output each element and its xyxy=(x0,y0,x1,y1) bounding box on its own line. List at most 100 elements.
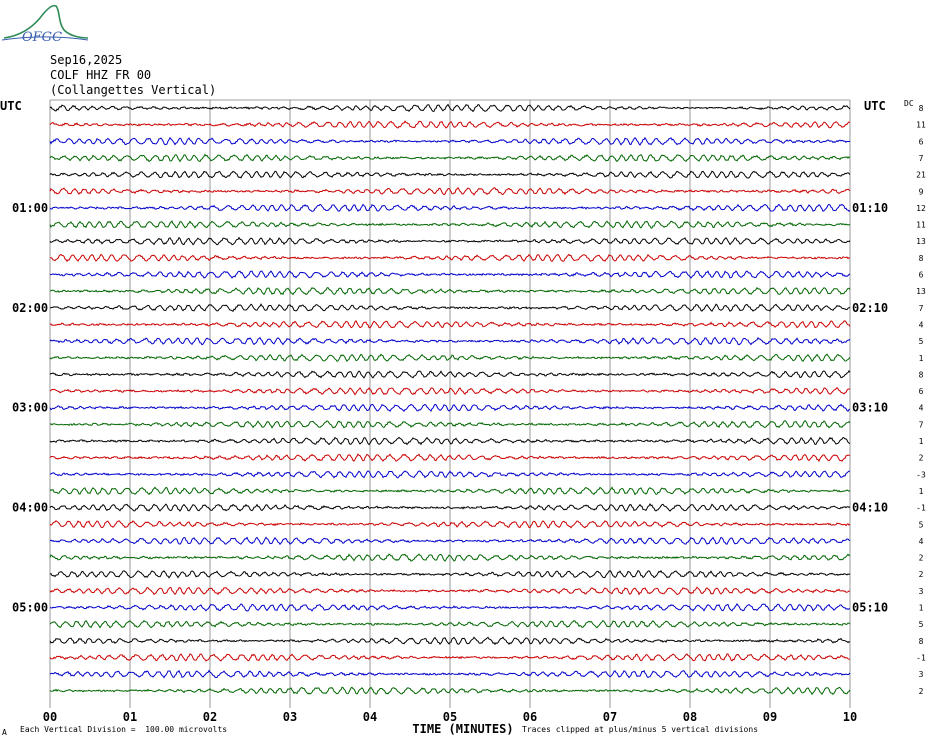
trace-31 xyxy=(49,602,851,612)
x-tick-08: 08 xyxy=(683,710,697,724)
trace-11 xyxy=(49,270,851,279)
trace-29 xyxy=(49,570,851,579)
x-tick-09: 09 xyxy=(763,710,777,724)
dc-offset-15: 5 xyxy=(919,337,924,346)
dc-offset-13: 7 xyxy=(919,304,924,313)
date-label: Sep16,2025 xyxy=(50,53,123,67)
ofgc-logo: OFGC xyxy=(1,4,89,45)
dc-offset-30: 3 xyxy=(919,587,924,596)
dc-offset-16: 1 xyxy=(919,354,924,363)
trace-13 xyxy=(49,303,851,312)
dc-offset-17: 8 xyxy=(919,370,924,379)
dc-offset-7: 12 xyxy=(916,204,926,213)
trace-5 xyxy=(49,170,851,179)
scale-note: Each Vertical Division = 100.00 microvol… xyxy=(20,725,228,734)
left-hour-label: 01:00 xyxy=(12,201,48,215)
dc-offset-11: 6 xyxy=(919,271,924,280)
footer-mark: A xyxy=(2,728,7,737)
axis-labels: 00 01 02 03 04 05 06 07 08 09 10811672191211138613… xyxy=(0,99,926,736)
trace-34 xyxy=(49,653,851,662)
dc-offset-2: 11 xyxy=(916,121,926,130)
x-axis-label: TIME (MINUTES) xyxy=(412,722,513,736)
seismic-traces xyxy=(49,103,851,696)
dc-offset-34: -1 xyxy=(916,653,926,662)
dc-offset-12: 13 xyxy=(916,287,926,296)
dc-offset-6: 9 xyxy=(919,187,924,196)
x-tick-06: 06 xyxy=(523,710,537,724)
trace-4 xyxy=(49,153,851,163)
x-tick-04: 04 xyxy=(363,710,377,724)
trace-33 xyxy=(49,636,851,646)
dc-offset-36: 2 xyxy=(919,687,924,696)
right-hour-label: 04:10 xyxy=(852,501,888,515)
trace-14 xyxy=(49,320,851,329)
trace-17 xyxy=(49,370,851,379)
trace-19 xyxy=(49,403,851,412)
right-timezone: UTC xyxy=(864,99,886,113)
trace-8 xyxy=(49,219,851,229)
trace-15 xyxy=(49,336,851,346)
location-label: (Collangettes Vertical) xyxy=(50,83,217,97)
dc-offset-10: 8 xyxy=(919,254,924,263)
x-tick-00: 00 xyxy=(43,710,57,724)
dc-offset-20: 7 xyxy=(919,420,924,429)
left-hour-label: 02:00 xyxy=(12,301,48,315)
dc-offset-1: 8 xyxy=(919,104,924,113)
dc-offset-5: 21 xyxy=(916,171,926,180)
logo-text: OFGC xyxy=(22,30,62,45)
x-tick-05: 05 xyxy=(443,710,457,724)
trace-25 xyxy=(49,503,851,512)
trace-10 xyxy=(49,253,851,263)
right-hour-label: 02:10 xyxy=(852,301,888,315)
x-tick-02: 02 xyxy=(203,710,217,724)
trace-9 xyxy=(49,236,851,246)
trace-7 xyxy=(49,203,851,213)
left-hour-label: 03:00 xyxy=(12,401,48,415)
left-timezone: UTC xyxy=(0,99,22,113)
right-hour-label: 05:10 xyxy=(852,601,888,615)
trace-30 xyxy=(49,586,851,596)
trace-18 xyxy=(49,386,851,396)
trace-21 xyxy=(49,436,851,446)
trace-2 xyxy=(49,120,851,129)
trace-23 xyxy=(49,470,851,479)
dc-offset-14: 4 xyxy=(919,320,924,329)
dc-offset-8: 11 xyxy=(916,221,926,230)
trace-28 xyxy=(49,553,851,562)
x-tick-01: 01 xyxy=(123,710,137,724)
dc-offset-3: 6 xyxy=(919,137,924,146)
left-hour-label: 05:00 xyxy=(12,601,48,615)
dc-offset-23: -3 xyxy=(916,470,926,479)
trace-16 xyxy=(49,353,851,363)
dc-offset-33: 8 xyxy=(919,637,924,646)
trace-26 xyxy=(49,520,851,529)
dc-offset-29: 2 xyxy=(919,570,924,579)
station-label: COLF HHZ FR 00 xyxy=(50,68,152,82)
dc-offset-19: 4 xyxy=(919,404,924,413)
dc-offset-31: 1 xyxy=(919,604,924,613)
trace-12 xyxy=(49,286,851,296)
dc-offset-18: 6 xyxy=(919,387,924,396)
x-tick-10: 10 xyxy=(843,710,857,724)
dc-header: DC xyxy=(904,99,914,108)
trace-1 xyxy=(49,103,851,113)
right-hour-label: 03:10 xyxy=(852,401,888,415)
trace-6 xyxy=(49,187,851,196)
trace-32 xyxy=(49,619,851,629)
dc-offset-21: 1 xyxy=(919,437,924,446)
trace-36 xyxy=(49,686,851,696)
trace-24 xyxy=(49,486,851,496)
trace-27 xyxy=(49,536,851,546)
dc-offset-22: 2 xyxy=(919,454,924,463)
dc-offset-28: 2 xyxy=(919,554,924,563)
x-tick-03: 03 xyxy=(283,710,297,724)
trace-22 xyxy=(49,453,851,463)
dc-offset-25: -1 xyxy=(916,504,926,513)
dc-offset-35: 3 xyxy=(919,670,924,679)
dc-offset-27: 4 xyxy=(919,537,924,546)
dc-offset-32: 5 xyxy=(919,620,924,629)
dc-offset-9: 13 xyxy=(916,237,926,246)
right-hour-label: 01:10 xyxy=(852,201,888,215)
x-tick-07: 07 xyxy=(603,710,617,724)
